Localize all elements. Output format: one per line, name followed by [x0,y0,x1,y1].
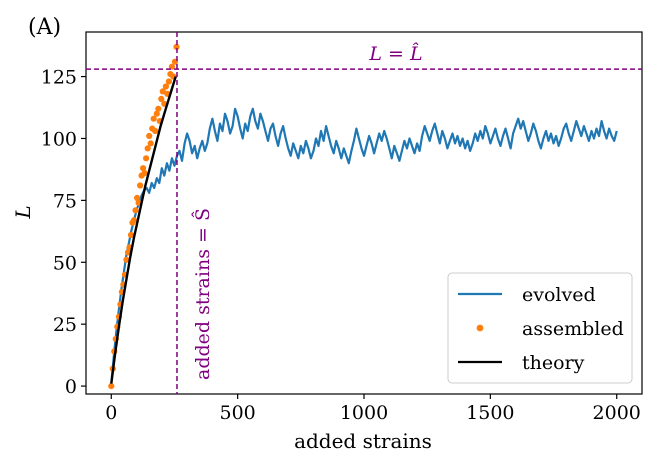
assembled-point [159,88,166,95]
legend-label-evolved: evolved [522,284,596,306]
assembled-point [173,43,180,51]
series-theory-line [110,76,177,384]
assembled-point [155,105,162,112]
series-evolved-line [110,107,618,384]
legend-label-theory: theory [522,352,585,374]
y-axis-label: L [11,205,35,219]
assembled-point [158,95,165,102]
assembled-point [168,63,175,70]
legend-label-assembled: assembled [522,318,624,340]
assembled-point [147,140,154,147]
assembled-point [143,155,150,162]
assembled-point [124,249,132,256]
assembled-point [127,231,135,239]
assembled-point [153,110,160,117]
assembled-point [137,182,144,189]
legend: evolved assembled theory [447,272,633,384]
assembled-point [141,170,148,177]
y-tick-label: 100 [41,128,77,150]
axes: 0 500 1000 1500 2000 0 25 50 75 100 125 [41,31,643,424]
assembled-point [123,256,130,263]
assembled-point [152,127,159,135]
assembled-point [162,83,169,90]
x-axis-label: added strains [294,429,432,453]
legend-box [447,272,633,384]
assembled-point [150,115,157,122]
assembled-point [134,194,141,201]
y-tick-label: 125 [41,67,77,89]
reference-label-vertical: added strains = Ŝ [191,208,214,380]
y-tick-label: 75 [53,190,77,212]
legend-marker-assembled [476,324,484,332]
x-tick-label: 1500 [466,402,514,424]
y-tick-label: 25 [53,314,77,336]
assembled-point [132,207,139,214]
assembled-point [108,383,115,390]
assembled-point [146,132,153,140]
reference-label-horizontal: L = L̂ [368,43,422,65]
x-tick-label: 500 [220,402,256,424]
x-tick-label: 0 [105,402,117,424]
annotations: L = L̂ added strains = Ŝ [86,32,642,394]
plot-area [108,43,618,390]
assembled-point [165,78,172,85]
x-tick-label: 2000 [593,402,641,424]
x-tick-label: 1000 [340,402,388,424]
assembled-point [130,217,138,224]
y-tick-label: 0 [65,376,77,398]
assembled-point [140,165,147,172]
assembled-point [144,145,151,152]
panel-label: (A) [28,15,61,40]
y-tick-label: 50 [53,252,77,274]
